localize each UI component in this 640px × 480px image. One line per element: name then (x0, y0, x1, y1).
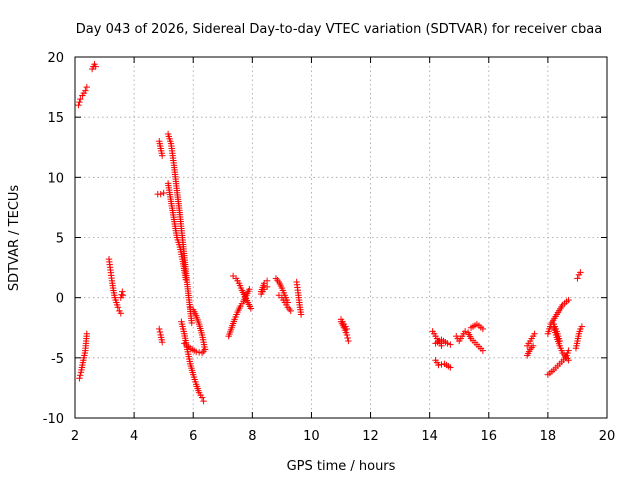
data-point (157, 190, 164, 198)
data-point (345, 337, 352, 345)
data-point (118, 291, 125, 298)
x-tick-label: 4 (130, 429, 138, 444)
data-point (117, 310, 125, 317)
x-tick-label: 8 (248, 429, 256, 444)
data-point (343, 325, 351, 333)
data-point (578, 323, 586, 330)
data-point (574, 275, 581, 282)
y-tick-label: -5 (51, 352, 64, 367)
data-point (461, 328, 469, 335)
y-axis-label: SDTVAR / TECUs (7, 185, 22, 292)
data-point (297, 311, 305, 318)
x-tick-label: 10 (303, 429, 320, 444)
data-point (192, 348, 200, 356)
data-point (119, 292, 127, 299)
data-point (201, 346, 209, 353)
x-tick-label: 2 (71, 429, 79, 444)
data-point (200, 397, 207, 405)
grid-layer (75, 57, 607, 418)
data-point (444, 340, 451, 347)
data-point (119, 288, 126, 295)
y-tick-label: 5 (56, 232, 64, 247)
data-point (83, 330, 91, 337)
chart-title: Day 043 of 2026, Sidereal Day-to-day VTE… (76, 22, 602, 37)
data-point (198, 394, 206, 401)
data-point (188, 319, 195, 327)
data-point (565, 347, 572, 354)
data-point (83, 83, 91, 91)
data-point (247, 305, 255, 312)
data-point (438, 361, 445, 368)
data-point (438, 342, 445, 349)
x-axis-label: GPS time / hours (287, 459, 396, 474)
data-point (195, 349, 203, 356)
y-tick-label: 15 (47, 111, 64, 126)
data-point (76, 375, 83, 382)
data-point (343, 331, 351, 339)
data-point (565, 357, 572, 364)
x-tick-label: 12 (362, 429, 379, 444)
y-tick-label: -10 (43, 412, 64, 427)
data-point (556, 337, 563, 345)
data-point (76, 372, 84, 379)
data-point (114, 304, 122, 311)
tick-layer: 2 4 6 8 10 12 14 16 18 20 -10 -5 0 5 10 15 20 (43, 51, 616, 444)
x-tick-label: 14 (421, 429, 438, 444)
data-point (160, 189, 167, 197)
data-point (246, 286, 253, 293)
data-point (75, 101, 82, 109)
data-point (92, 63, 99, 70)
x-tick-label: 6 (189, 429, 197, 444)
y-tick-label: 0 (56, 292, 64, 307)
data-point (344, 334, 351, 342)
data-point (82, 87, 89, 94)
y-tick-label: 20 (47, 51, 64, 66)
data-point (263, 283, 271, 291)
data-point (156, 325, 163, 333)
data-point (577, 269, 584, 276)
data-point (479, 347, 487, 354)
data-point (77, 95, 84, 103)
data-point (156, 328, 164, 336)
data-point (447, 364, 454, 371)
data-marks (75, 61, 586, 405)
data-point (529, 342, 537, 349)
data-point (479, 325, 487, 333)
y-tick-label: 10 (47, 171, 64, 186)
data-point (287, 307, 294, 315)
x-tick-label: 18 (540, 429, 557, 444)
data-point (447, 341, 454, 348)
x-tick-label: 20 (599, 429, 616, 444)
data-point (531, 330, 538, 337)
data-point (435, 361, 442, 369)
data-point (182, 276, 190, 283)
data-point (565, 296, 572, 304)
data-point (158, 152, 166, 159)
data-point (76, 98, 83, 106)
data-point (263, 277, 271, 285)
x-tick-label: 16 (481, 429, 498, 444)
data-point (158, 338, 166, 346)
